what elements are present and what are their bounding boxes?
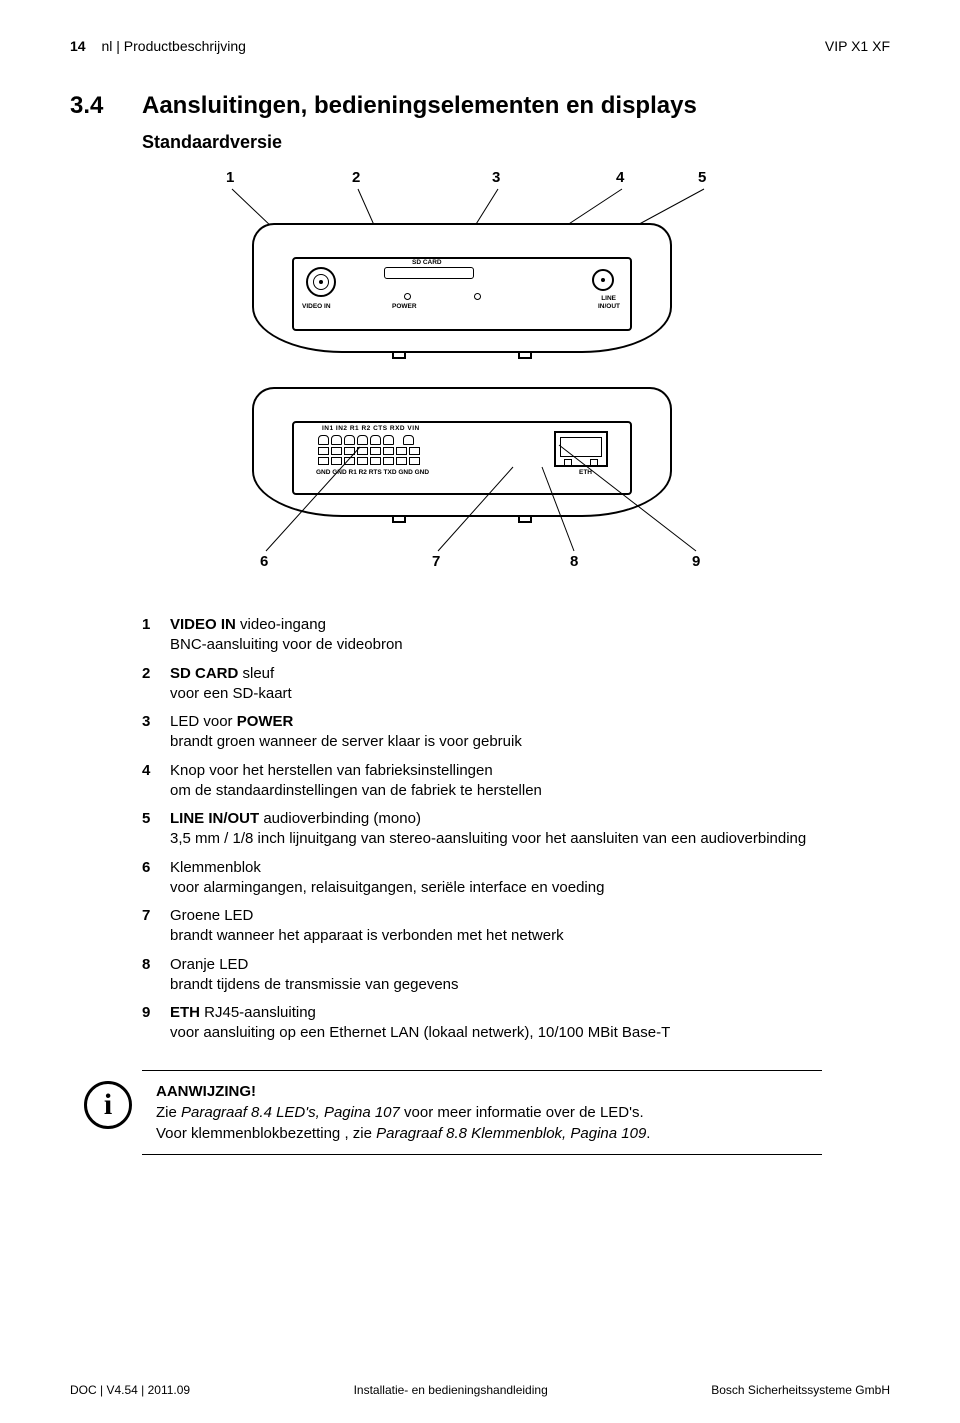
list-item: 2 SD CARD sleuf voor een SD-kaart [142, 664, 822, 705]
page: 14 nl | Productbeschrijving VIP X1 XF 3.… [0, 0, 960, 1423]
info-icon: i [84, 1081, 132, 1129]
header-right: VIP X1 XF [825, 38, 890, 54]
header-section: nl | Productbeschrijving [101, 38, 245, 54]
page-footer: DOC | V4.54 | 2011.09 Installatie- en be… [70, 1383, 890, 1397]
header-page-num: 14 [70, 38, 86, 54]
terminal-row-bot [318, 457, 420, 465]
callout-5: 5 [698, 169, 706, 186]
section-subhead: Standaardversie [142, 132, 890, 153]
callout-6: 6 [260, 553, 268, 570]
footer-left: DOC | V4.54 | 2011.09 [70, 1383, 190, 1397]
device-front: VIDEO IN SD CARD POWER LINE IN/OUT [252, 223, 672, 353]
figure-rear: IN1 IN2 R1 R2 CTS RXD VIN [142, 387, 782, 587]
power-led [404, 293, 411, 300]
page-header: 14 nl | Productbeschrijving VIP X1 XF [70, 38, 890, 54]
section-title: 3.4 Aansluitingen, bedieningselementen e… [70, 92, 890, 120]
callout-2: 2 [352, 169, 360, 186]
list-item: 3 LED voor POWER brandt groen wanneer de… [142, 712, 822, 753]
label-video-in: VIDEO IN [302, 303, 331, 310]
label-eth: ETH [579, 469, 592, 476]
list-item: 9 ETH RJ45-aansluiting voor aansluiting … [142, 1003, 822, 1044]
bnc-connector [306, 267, 336, 297]
header-left: 14 nl | Productbeschrijving [70, 38, 246, 54]
figure-front: 1 2 3 4 5 [142, 169, 782, 359]
callout-7: 7 [432, 553, 440, 570]
label-line: LINE [601, 295, 616, 302]
terminal-row-mid [318, 447, 420, 455]
label-power: POWER [392, 303, 417, 310]
callout-9: 9 [692, 553, 700, 570]
label-sd: SD CARD [412, 259, 442, 266]
label-terminal-bot: GND GND R1 R2 RTS TXD GND GND [316, 469, 429, 476]
notice-box: i AANWIJZING! Zie Paragraaf 8.4 LED's, P… [142, 1070, 822, 1155]
label-terminal-top: IN1 IN2 R1 R2 CTS RXD VIN [322, 425, 420, 432]
notice-body: AANWIJZING! Zie Paragraaf 8.4 LED's, Pag… [156, 1081, 650, 1144]
notice-line-1: Zie Paragraaf 8.4 LED's, Pagina 107 voor… [156, 1102, 650, 1123]
notice-line-2: Voor klemmenblokbezetting , zie Paragraa… [156, 1123, 650, 1144]
list-item: 1 VIDEO IN video-ingang BNC-aansluiting … [142, 615, 822, 656]
callout-8: 8 [570, 553, 578, 570]
section-name: Aansluitingen, bedieningselementen en di… [142, 92, 697, 120]
eth-port [554, 431, 608, 467]
list-item: 5 LINE IN/OUT audioverbinding (mono) 3,5… [142, 809, 822, 850]
callout-1: 1 [226, 169, 234, 186]
line-jack [592, 269, 614, 291]
terminal-row-top [318, 435, 414, 445]
list-item: 6 Klemmenblok voor alarmingangen, relais… [142, 858, 822, 899]
list-item: 7 Groene LED brandt wanneer het apparaat… [142, 906, 822, 947]
notice-title: AANWIJZING! [156, 1081, 650, 1102]
list-item: 4 Knop voor het herstellen van fabrieksi… [142, 761, 822, 802]
reset-button [474, 293, 481, 300]
callout-row-bottom: 6 7 8 9 [142, 553, 782, 589]
label-lineio: IN/OUT [598, 303, 620, 310]
list-item: 8 Oranje LED brandt tijdens de transmiss… [142, 955, 822, 996]
callout-3: 3 [492, 169, 500, 186]
description-list: 1 VIDEO IN video-ingang BNC-aansluiting … [142, 615, 822, 1052]
callout-4: 4 [616, 169, 624, 186]
footer-right: Bosch Sicherheitssysteme GmbH [711, 1383, 890, 1397]
footer-center: Installatie- en bedieningshandleiding [354, 1383, 548, 1397]
device-rear: IN1 IN2 R1 R2 CTS RXD VIN [252, 387, 672, 517]
sd-slot [384, 267, 474, 279]
callout-row-top: 1 2 3 4 5 [142, 169, 782, 205]
section-number: 3.4 [70, 92, 142, 120]
